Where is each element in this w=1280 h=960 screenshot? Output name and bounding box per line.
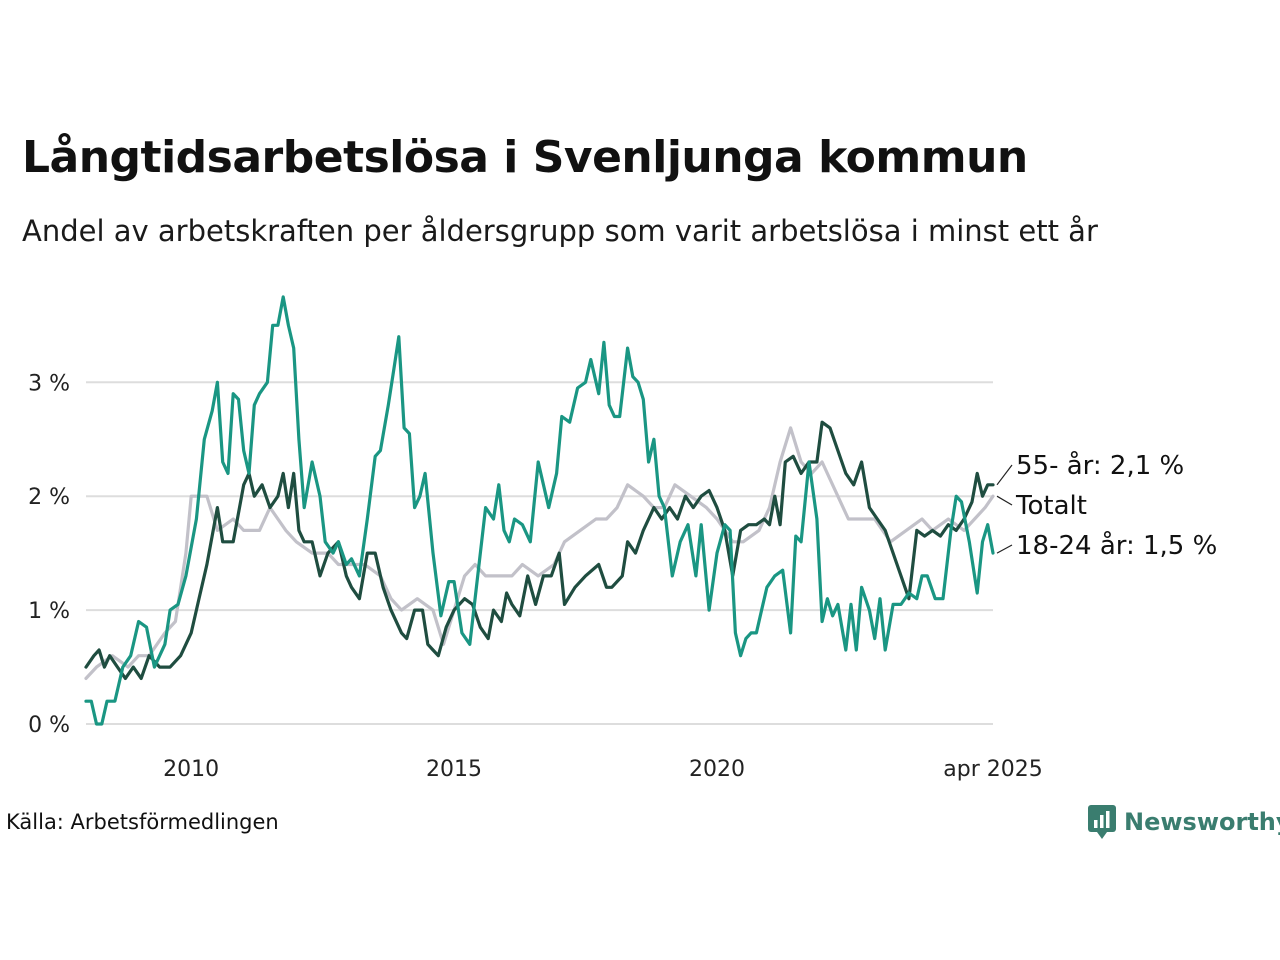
y-tick-label: 1 % <box>28 599 70 624</box>
x-axis-ticks: 2010 2015 2020 apr 2025 <box>163 757 1043 782</box>
x-tick-label: apr 2025 <box>943 757 1042 782</box>
end-label: Totalt <box>1015 491 1087 521</box>
leader-line <box>996 495 1013 506</box>
y-axis-ticks: 0 % 1 % 2 % 3 % <box>28 371 70 738</box>
brand-name: Newsworthy <box>1124 808 1280 836</box>
x-tick-label: 2010 <box>163 757 219 782</box>
end-label: 18-24 år: 1,5 % <box>1016 530 1217 561</box>
end-label: 55- år: 2,1 % <box>1016 450 1184 481</box>
y-tick-label: 0 % <box>28 713 70 738</box>
y-tick-label: 2 % <box>28 485 70 510</box>
x-tick-label: 2020 <box>689 757 745 782</box>
bar-chart-icon <box>1088 805 1116 839</box>
series-lines <box>84 295 995 726</box>
brand-logo[interactable]: Newsworthy <box>1088 802 1280 842</box>
leader-line <box>996 544 1013 554</box>
chart-title: Långtidsarbetslösa i Svenljunga kommun <box>22 132 1028 183</box>
series-line-1824 <box>84 295 995 726</box>
series-line-totalt <box>84 426 995 680</box>
line-chart: 0 % 1 % 2 % 3 % 2010 2015 2020 apr 2025 55- år… <box>28 295 1217 782</box>
end-labels: 55- år: 2,1 % Totalt 18-24 år: 1,5 % <box>996 450 1217 561</box>
leader-line <box>996 464 1013 486</box>
grid-lines <box>86 381 993 725</box>
chart-subtitle: Andel av arbetskraften per åldersgrupp s… <box>22 214 1098 248</box>
source-note: Källa: Arbetsförmedlingen <box>6 810 279 834</box>
y-tick-label: 3 % <box>28 371 70 396</box>
x-tick-label: 2015 <box>426 757 482 782</box>
